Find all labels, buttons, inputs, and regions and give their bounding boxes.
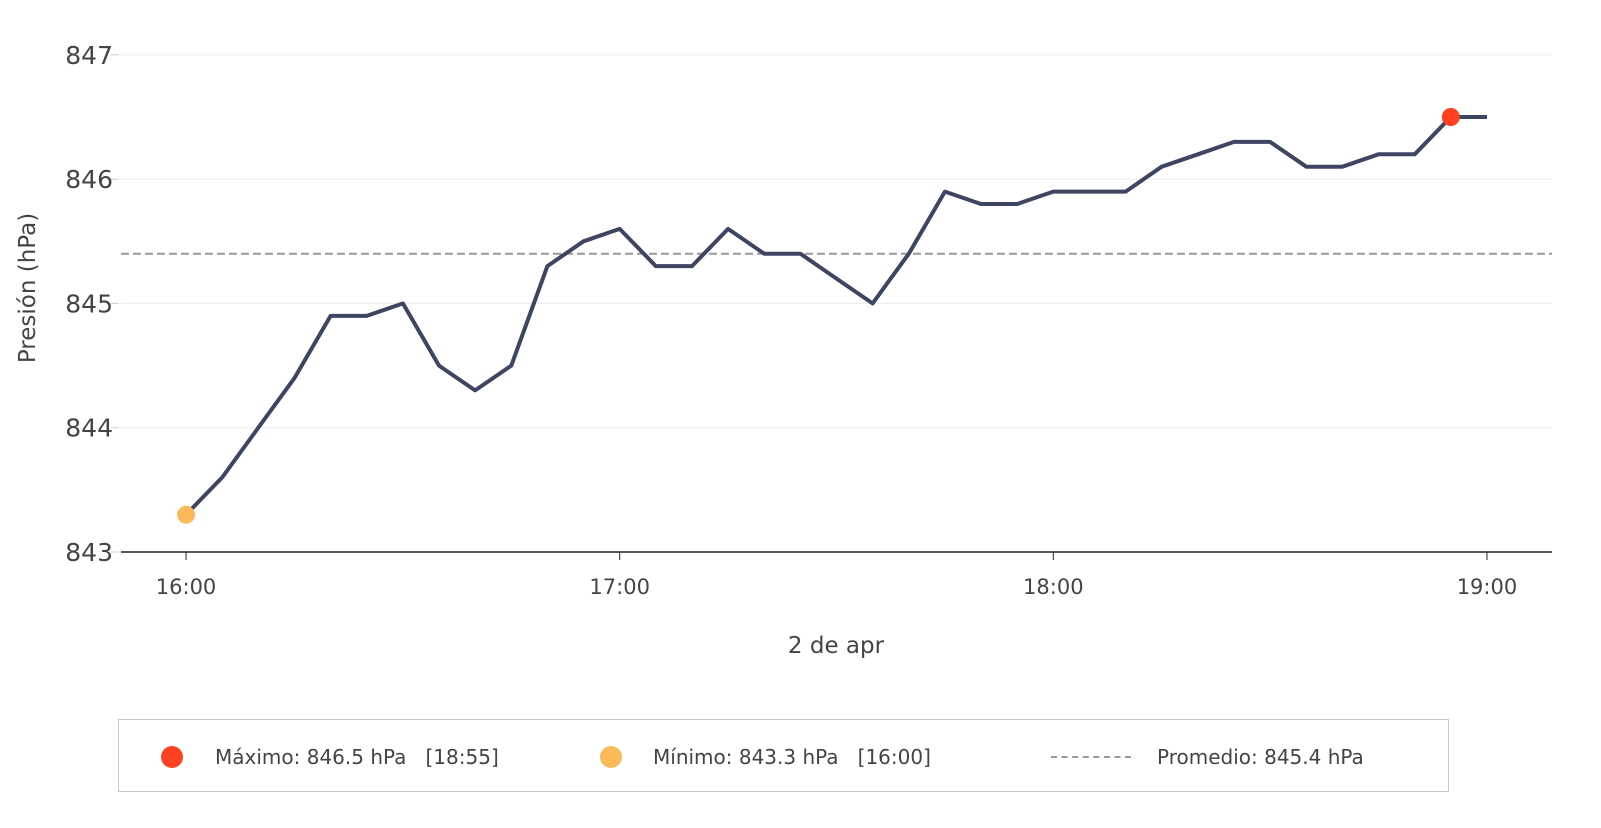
- legend-max-label: Máximo: 846.5 hPa [18:55]: [215, 744, 499, 769]
- max-dot-icon: [161, 745, 183, 768]
- x-tick-label: 16:00: [156, 575, 217, 599]
- legend-item-min: Mínimo: 843.3 hPa [16:00]: [600, 720, 931, 793]
- legend-average-label: Promedio: 845.4 hPa: [1157, 744, 1364, 769]
- y-axis-ticks: 843 844 845 846 847: [65, 41, 119, 567]
- x-tick-label: 19:00: [1457, 575, 1518, 599]
- legend-item-average: Promedio: 845.4 hPa: [1051, 720, 1364, 793]
- legend: Máximo: 846.5 hPa [18:55] Mínimo: 843.3 …: [118, 719, 1449, 792]
- min-point-marker: [177, 505, 196, 524]
- x-tick-label: 18:00: [1023, 575, 1084, 599]
- dashed-line-icon: [1051, 755, 1131, 758]
- legend-min-label: Mínimo: 843.3 hPa [16:00]: [653, 744, 931, 769]
- y-tick-label: 844: [65, 414, 113, 443]
- grid-lines: [121, 54, 1552, 429]
- y-tick-label: 843: [65, 538, 113, 567]
- y-tick-label: 845: [65, 289, 113, 318]
- max-point-marker: [1441, 108, 1460, 126]
- y-axis-label: Presión (hPa): [15, 213, 41, 363]
- x-axis-ticks: 16:00 17:00 18:00 19:00: [156, 552, 1517, 599]
- legend-item-max: Máximo: 846.5 hPa [18:55]: [161, 720, 499, 793]
- y-tick-label: 846: [65, 165, 113, 194]
- y-tick-label: 847: [65, 41, 113, 70]
- min-dot-icon: [600, 745, 622, 768]
- x-axis-label: 2 de apr: [788, 633, 885, 659]
- pressure-series-line: [184, 115, 1487, 517]
- x-tick-label: 17:00: [589, 575, 650, 599]
